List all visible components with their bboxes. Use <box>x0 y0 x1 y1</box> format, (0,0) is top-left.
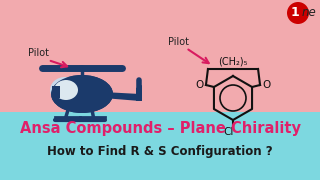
Ellipse shape <box>51 75 113 113</box>
Circle shape <box>79 65 85 71</box>
Ellipse shape <box>54 80 78 100</box>
Text: Pilot: Pilot <box>28 48 49 58</box>
Ellipse shape <box>50 77 80 103</box>
Text: O: O <box>262 80 270 90</box>
Polygon shape <box>52 86 60 98</box>
Polygon shape <box>136 85 142 101</box>
Circle shape <box>287 2 309 24</box>
Bar <box>0 112 320 180</box>
Text: Pilot: Pilot <box>168 37 189 47</box>
Bar <box>0 0 320 112</box>
Polygon shape <box>103 92 140 101</box>
Text: Ansa Compounds – Plane Chirality: Ansa Compounds – Plane Chirality <box>20 120 300 136</box>
Text: 1: 1 <box>291 6 300 19</box>
Text: O: O <box>196 80 204 90</box>
Text: Cl: Cl <box>224 127 234 137</box>
Text: How to Find R & S Configuration ?: How to Find R & S Configuration ? <box>47 145 273 159</box>
Ellipse shape <box>51 75 113 113</box>
Text: ne: ne <box>302 6 316 19</box>
Text: (CH₂)₅: (CH₂)₅ <box>218 57 248 67</box>
